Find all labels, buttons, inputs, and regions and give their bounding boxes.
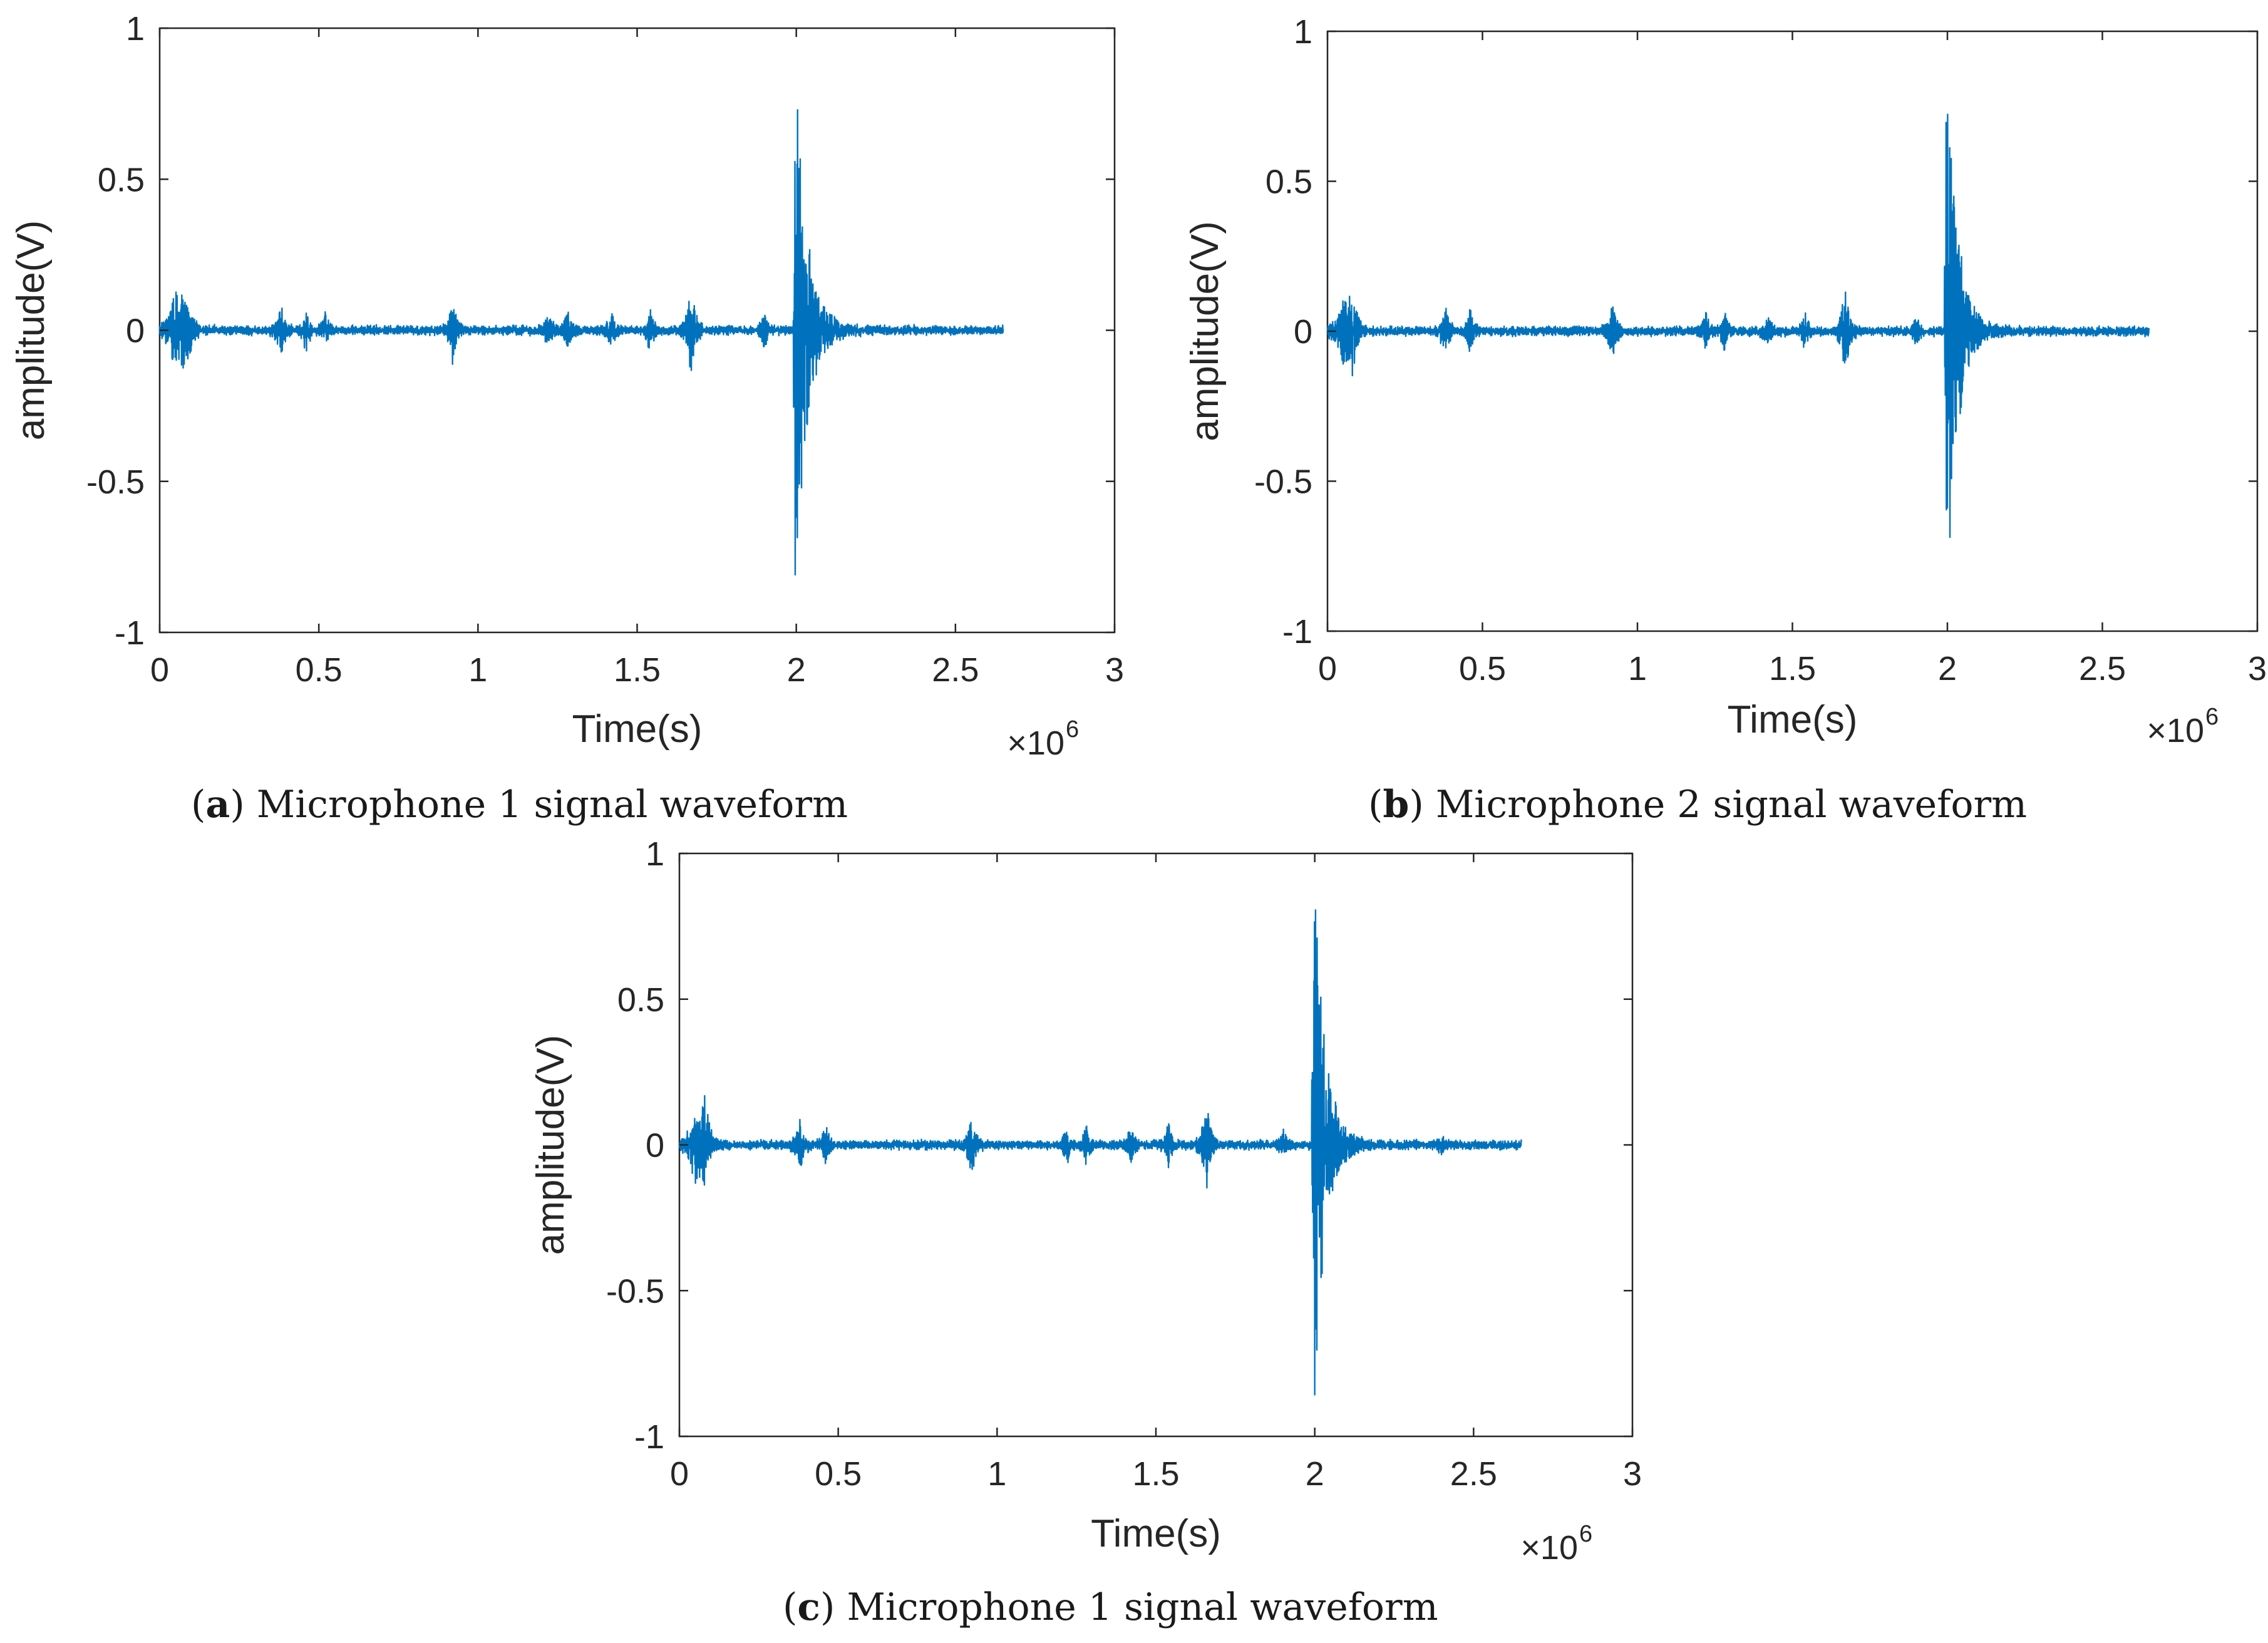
caption-letter: c: [797, 1585, 820, 1629]
panel-caption: (c) Microphone 1 signal waveform: [783, 1585, 1438, 1629]
caption-letter: a: [205, 783, 230, 827]
series-line: [158, 109, 1004, 576]
x-tick-label: 2: [787, 651, 806, 689]
x-tick-label: 1: [468, 651, 487, 689]
panel-caption: (b) Microphone 2 signal waveform: [1368, 783, 2027, 827]
y-axis-label: amplitude(V): [9, 220, 53, 440]
x-tick-label: 2.5: [1450, 1455, 1497, 1493]
panel-a: 0 0.5 1 1.5 2 2.5 3 -1 -0.5 0 0.5 1 Time(s) amplitude…: [9, 10, 1124, 827]
y-tick-label: 1: [646, 835, 664, 873]
x-axis-label: Time(s): [1091, 1512, 1221, 1555]
x-tick-label: 0: [150, 651, 169, 689]
x-tick-label: 3: [1105, 651, 1124, 689]
x-axis-label: Time(s): [572, 708, 703, 751]
y-tick-label: 0.5: [98, 161, 145, 198]
x-exponent-label: ×10: [1520, 1529, 1578, 1567]
caption-letter: b: [1383, 783, 1409, 827]
caption-paren-close: ): [1409, 783, 1435, 827]
x-tick-label: 0.5: [815, 1455, 862, 1493]
caption-paren-close: ): [820, 1585, 847, 1629]
y-tick-label: 0.5: [1265, 163, 1312, 201]
x-tick-label: 0: [1318, 650, 1337, 688]
y-tick-label: -1: [115, 614, 145, 652]
x-exponent-label: ×10: [1007, 724, 1064, 762]
y-tick-label: 0: [1294, 313, 1312, 351]
x-tick-label: 3: [1623, 1455, 1642, 1493]
y-axis-label: amplitude(V): [1183, 221, 1227, 441]
x-exponent-power: 6: [2205, 704, 2219, 730]
caption-paren-open: (: [1368, 783, 1383, 827]
caption-text: Microphone 1 signal waveform: [257, 783, 848, 827]
x-tick-label: 1.5: [1132, 1455, 1179, 1493]
x-tick-label: 0.5: [1459, 650, 1506, 688]
x-tick-label: 3: [2248, 650, 2267, 688]
x-exponent-power: 6: [1066, 716, 1079, 743]
y-tick-label: 0: [126, 312, 145, 350]
y-tick-label: 1: [126, 10, 145, 48]
caption-paren-open: (: [783, 1585, 797, 1629]
y-tick-label: -0.5: [606, 1272, 664, 1310]
x-exponent-power: 6: [1579, 1521, 1592, 1547]
x-exponent-label: ×10: [2147, 712, 2204, 749]
y-tick-label: -1: [634, 1418, 664, 1456]
series-line: [1326, 113, 2150, 538]
y-axis-label: amplitude(V): [529, 1035, 572, 1255]
caption-paren-close: ): [230, 783, 256, 827]
x-tick-label: 2: [1306, 1455, 1324, 1493]
x-tick-label: 2.5: [932, 651, 979, 689]
panel-caption: (a) Microphone 1 signal waveform: [191, 783, 848, 827]
series-line: [678, 909, 1522, 1396]
caption-paren-open: (: [191, 783, 205, 827]
y-tick-label: -0.5: [1254, 463, 1312, 501]
x-tick-label: 0: [670, 1455, 689, 1493]
y-tick-label: 0.5: [617, 981, 664, 1019]
caption-text: Microphone 1 signal waveform: [847, 1585, 1438, 1629]
x-tick-label: 1.5: [1769, 650, 1816, 688]
x-tick-label: 0.5: [296, 651, 343, 689]
x-tick-label: 1.5: [614, 651, 661, 689]
y-tick-label: -0.5: [86, 463, 145, 501]
x-tick-label: 1: [1628, 650, 1647, 688]
x-tick-label: 2.5: [2079, 650, 2126, 688]
panel-c: 0 0.5 1 1.5 2 2.5 3 -1 -0.5 0 0.5 1 Time(s) amplitude…: [529, 835, 1642, 1629]
x-axis-label: Time(s): [1728, 698, 1858, 741]
y-tick-label: 0: [646, 1127, 664, 1165]
panel-b: 0 0.5 1 1.5 2 2.5 3 -1 -0.5 0 0.5 1 Time(s) amplitude…: [1183, 13, 2267, 827]
caption-text: Microphone 2 signal waveform: [1436, 783, 2027, 827]
y-tick-label: 1: [1294, 13, 1312, 51]
x-tick-label: 2: [1938, 650, 1957, 688]
x-tick-label: 1: [987, 1455, 1006, 1493]
y-tick-label: -1: [1282, 613, 1312, 651]
